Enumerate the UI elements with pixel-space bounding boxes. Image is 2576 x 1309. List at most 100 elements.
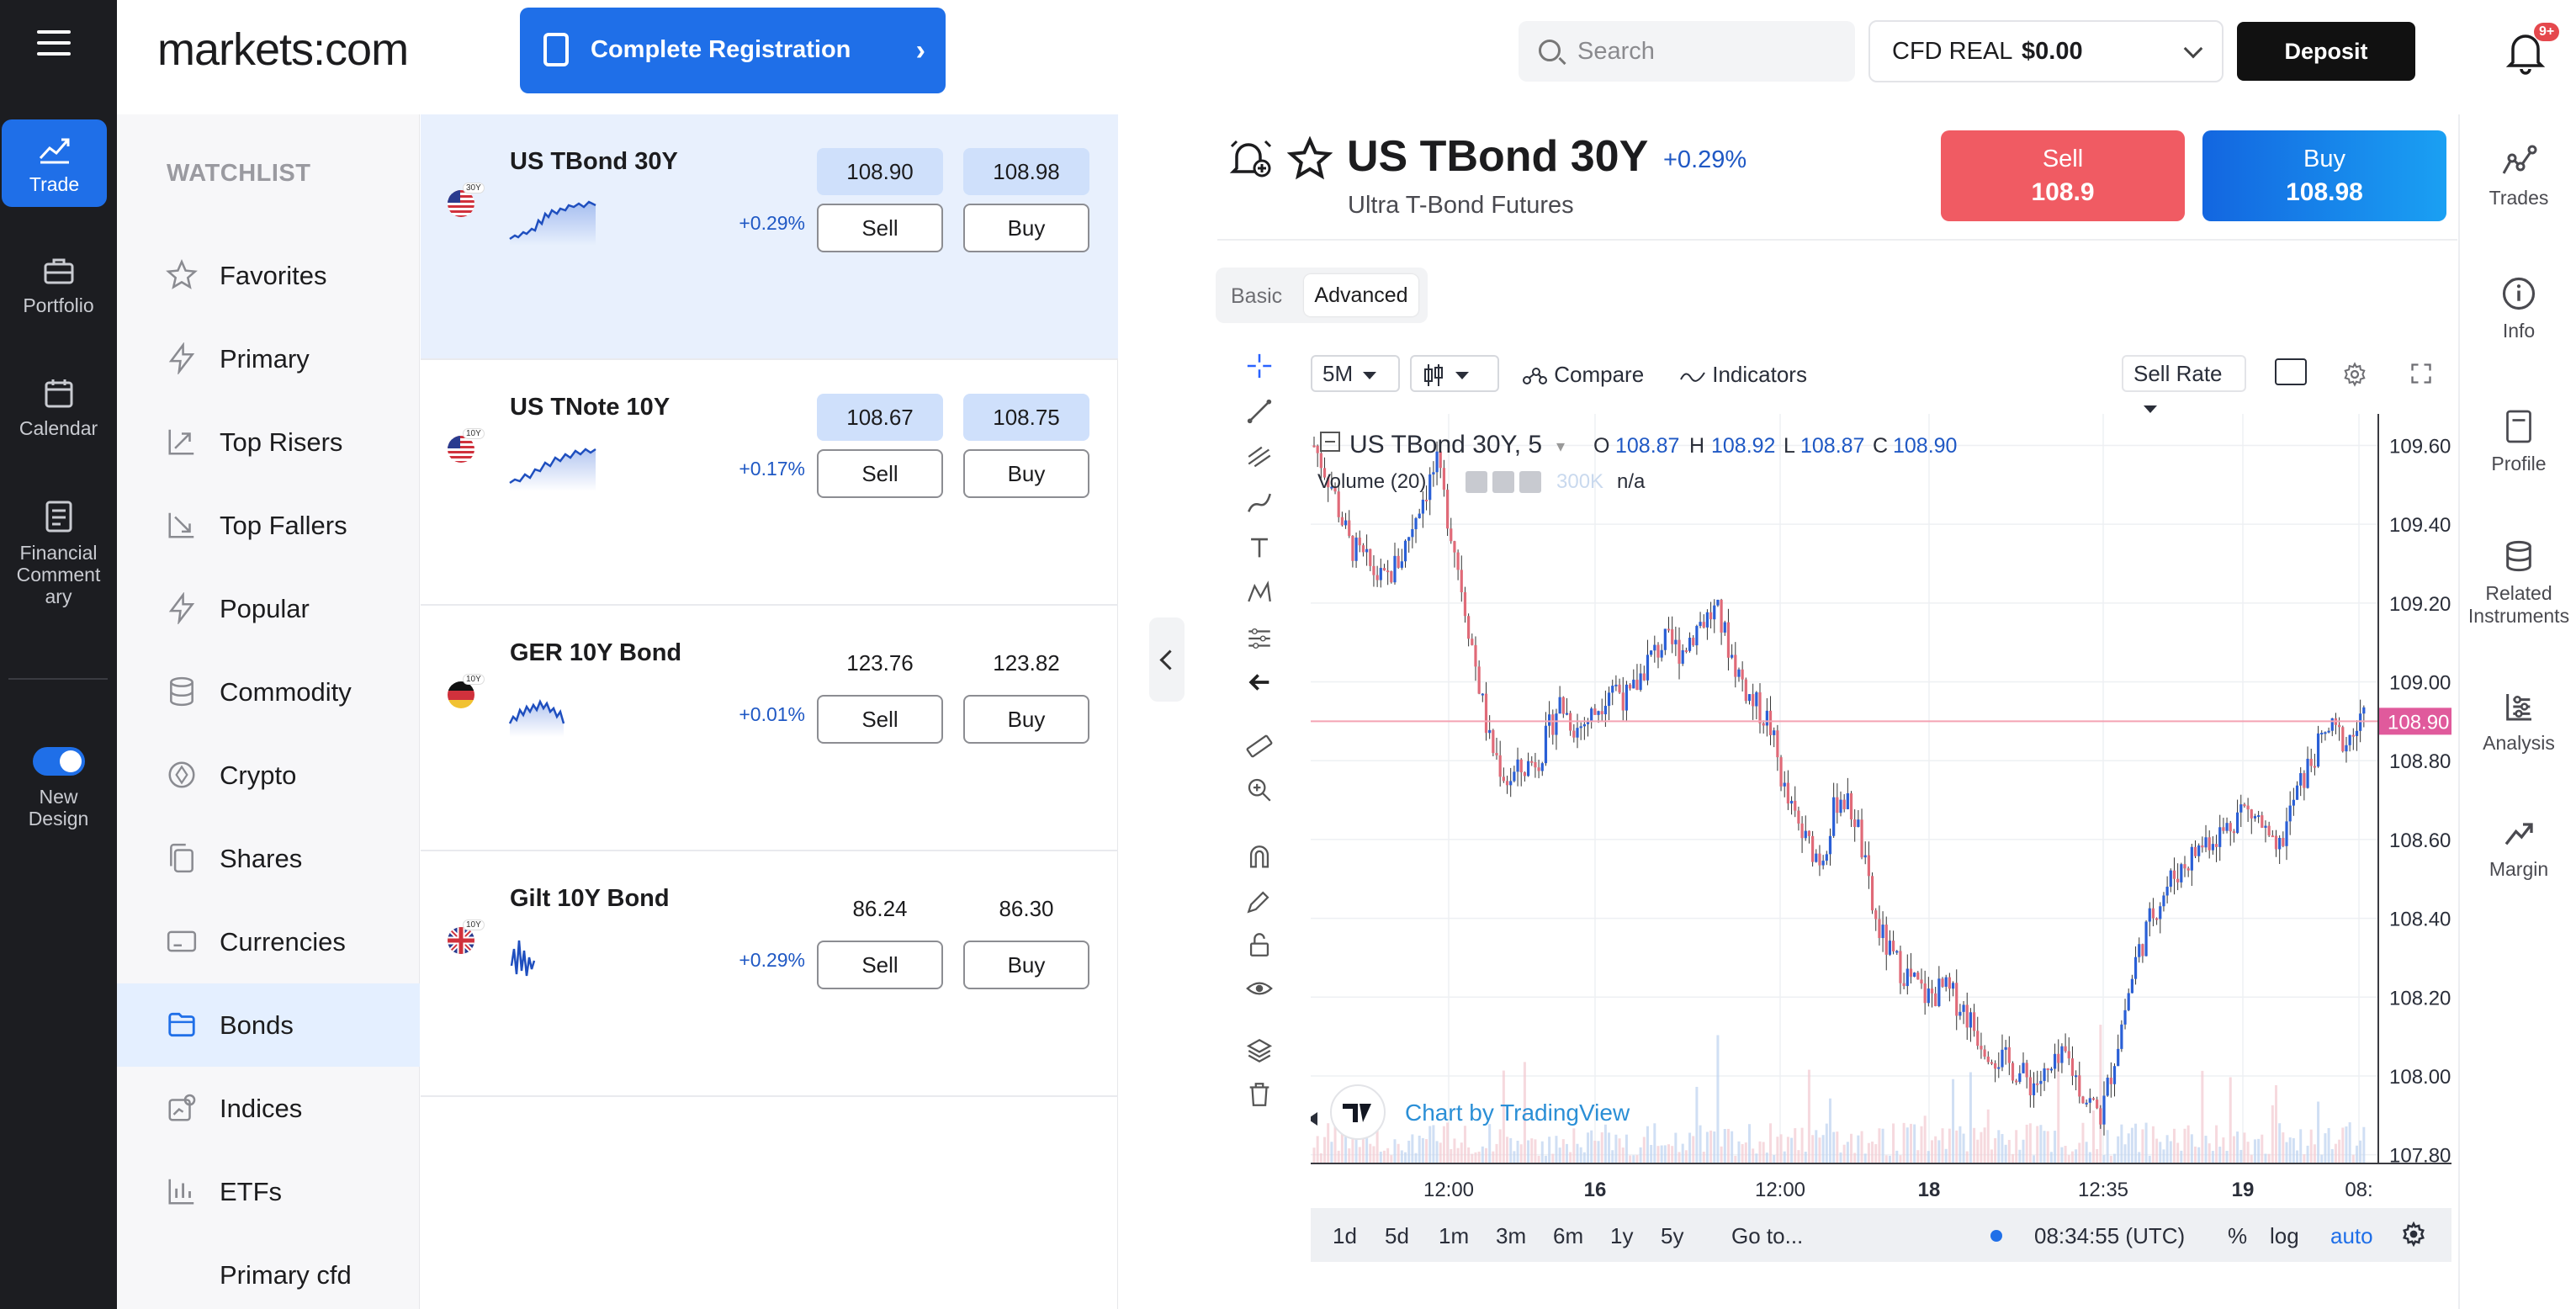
instrument-card[interactable]: 10Y GER 10Y Bond +0.01% 123.76 123.82 Se… — [421, 606, 1118, 851]
ruler-icon[interactable] — [1245, 732, 1274, 760]
rail-item-margin[interactable]: Margin — [2460, 816, 2576, 881]
eye-toggle-icon[interactable] — [1466, 471, 1487, 493]
magnet-icon[interactable] — [1245, 843, 1274, 872]
fullscreen-frame-button[interactable] — [2275, 358, 2307, 385]
brush-icon[interactable] — [1245, 488, 1274, 517]
range-6m[interactable]: 6m — [1553, 1223, 1584, 1248]
bell-icon[interactable] — [2504, 27, 2547, 77]
complete-registration-button[interactable]: Complete Registration › — [520, 8, 946, 93]
tradingview-attribution[interactable]: Chart by TradingView — [1330, 1084, 1630, 1140]
rail-item-related-instruments[interactable]: Related Instruments — [2460, 538, 2576, 628]
sell-trade-button[interactable]: Sell 108.9 — [1941, 130, 2185, 221]
rail-item-trades[interactable]: Trades — [2460, 145, 2576, 209]
sell-button[interactable]: Sell — [817, 204, 943, 252]
menu-icon[interactable] — [37, 30, 71, 57]
rail-item-portfolio[interactable]: Portfolio — [0, 256, 117, 316]
pencil-lock-icon[interactable] — [1245, 887, 1274, 915]
trash-icon[interactable] — [1245, 1080, 1274, 1109]
watchlist-item-commodity[interactable]: Commodity — [117, 650, 420, 734]
chart-type-select[interactable] — [1410, 355, 1499, 392]
rail-item-financial-commentary[interactable]: Financial Comment ary — [0, 500, 117, 607]
sell-button[interactable]: Sell — [817, 941, 943, 989]
sell-button[interactable]: Sell — [817, 449, 943, 498]
star-icon[interactable] — [1287, 136, 1333, 182]
rail-item-info[interactable]: Info — [2460, 276, 2576, 342]
indicators-button[interactable]: Indicators — [1679, 362, 1807, 388]
account-selector[interactable]: CFD REAL $0.00 — [1868, 20, 2224, 82]
buy-button[interactable]: Buy — [963, 695, 1089, 744]
buy-button[interactable]: Buy — [963, 941, 1089, 989]
fib-icon[interactable] — [1245, 443, 1274, 471]
watchlist-item-bonds[interactable]: Bonds — [117, 983, 420, 1067]
rail-item-calendar[interactable]: Calendar — [0, 377, 117, 439]
rail-label: Portfolio — [23, 294, 94, 316]
expand-icon[interactable] — [2409, 362, 2433, 385]
watchlist-item-top-fallers[interactable]: Top Fallers — [117, 484, 420, 567]
buy-button[interactable]: Buy — [963, 449, 1089, 498]
range-1m[interactable]: 1m — [1439, 1223, 1470, 1248]
watchlist-item-top-risers[interactable]: Top Risers — [117, 400, 420, 484]
utc-clock[interactable]: 08:34:55 (UTC) — [2034, 1223, 2186, 1248]
watchlist-item-currencies[interactable]: Currencies — [117, 900, 420, 983]
watchlist-item-primary-cfd[interactable]: Primary cfd — [117, 1233, 420, 1309]
search-box[interactable] — [1519, 21, 1855, 82]
gear-icon[interactable] — [2401, 1222, 2426, 1247]
deposit-button[interactable]: Deposit — [2237, 22, 2415, 81]
forecast-icon[interactable] — [1245, 624, 1274, 653]
trend-line-icon[interactable] — [1245, 397, 1274, 426]
watchlist-item-primary[interactable]: Primary — [117, 317, 420, 400]
rail-item-trade[interactable]: Trade — [2, 119, 107, 207]
range-3m[interactable]: 3m — [1496, 1223, 1527, 1248]
buy-trade-button[interactable]: Buy 108.98 — [2202, 130, 2446, 221]
text-tool-icon[interactable] — [1245, 533, 1274, 562]
close-toggle-icon[interactable] — [1519, 471, 1541, 493]
collapse-panel-button[interactable] — [1149, 617, 1185, 702]
range-5y[interactable]: 5y — [1661, 1223, 1684, 1248]
rail-item-new-design[interactable]: New Design — [0, 747, 117, 829]
compare-button[interactable]: Compare — [1521, 362, 1644, 388]
price-chart[interactable]: 109.60 109.40 109.20 109.00 108.80 108.60 108.… — [1311, 414, 2451, 1208]
range-1d[interactable]: 1d — [1333, 1223, 1357, 1248]
range-5d[interactable]: 5d — [1385, 1223, 1409, 1248]
rate-select[interactable]: Sell Rate — [2122, 355, 2246, 413]
volume-bar — [1590, 1130, 1593, 1163]
legend-caret[interactable]: ▾ — [1556, 437, 1565, 456]
price-alert-icon[interactable] — [1227, 135, 1275, 183]
lock-icon[interactable] — [1245, 930, 1274, 959]
watchlist-item-crypto[interactable]: Crypto — [117, 734, 420, 817]
watchlist-item-etfs[interactable]: ETFs — [117, 1150, 420, 1233]
instrument-card[interactable]: 10Y Gilt 10Y Bond +0.29% 86.24 86.30 Sel… — [421, 851, 1118, 1097]
log-toggle[interactable]: log — [2270, 1223, 2299, 1248]
search-input[interactable] — [1577, 33, 1838, 70]
new-design-toggle[interactable] — [32, 747, 85, 776]
watchlist-item-indices[interactable]: Indices — [117, 1067, 420, 1150]
layers-icon[interactable] — [1245, 1036, 1274, 1065]
percent-toggle[interactable]: % — [2228, 1223, 2248, 1248]
gear-icon[interactable] — [2342, 362, 2367, 387]
settings-toggle-icon[interactable] — [1492, 471, 1514, 493]
goto-button[interactable]: Go to... — [1731, 1223, 1804, 1248]
buy-button[interactable]: Buy — [963, 204, 1089, 252]
tab-advanced[interactable]: Advanced — [1304, 274, 1418, 316]
range-1y[interactable]: 1y — [1610, 1223, 1634, 1248]
candle-body — [1726, 622, 1731, 658]
instrument-card[interactable]: 10Y US TNote 10Y +0.17% 108.67 108.75 Se… — [421, 360, 1118, 606]
sell-button[interactable]: Sell — [817, 695, 943, 744]
candle-body — [2106, 1078, 2109, 1096]
interval-select[interactable]: 5M — [1311, 355, 1400, 392]
zoom-in-icon[interactable] — [1245, 776, 1274, 804]
volume-bar — [1976, 1139, 1980, 1163]
back-arrow-icon[interactable] — [1245, 668, 1274, 697]
watchlist-item-shares[interactable]: Shares — [117, 817, 420, 900]
brand-logo[interactable]: markets:com — [157, 24, 409, 75]
watchlist-item-popular[interactable]: Popular — [117, 567, 420, 650]
tab-basic[interactable]: Basic — [1231, 284, 1283, 308]
crosshair-icon[interactable] — [1245, 352, 1274, 380]
rail-item-profile[interactable]: Profile — [2460, 409, 2576, 475]
watchlist-item-favorites[interactable]: Favorites — [117, 234, 420, 317]
eye-icon[interactable] — [1245, 974, 1274, 1003]
rail-item-analysis[interactable]: Analysis — [2460, 690, 2576, 755]
pattern-icon[interactable] — [1245, 579, 1274, 607]
auto-toggle[interactable]: auto — [2330, 1223, 2373, 1248]
instrument-card[interactable]: 30Y US TBond 30Y +0.29% 108.90 108.98 Se… — [421, 114, 1118, 360]
